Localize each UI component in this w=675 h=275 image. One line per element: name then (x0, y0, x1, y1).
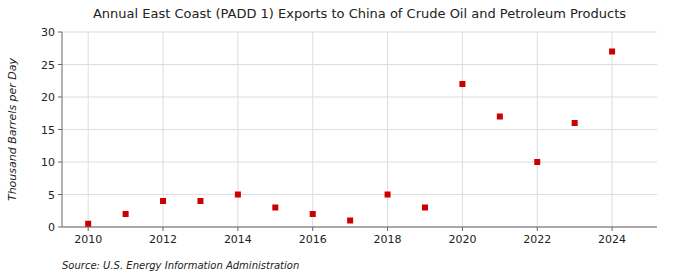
y-tick-label: 5 (48, 189, 55, 202)
y-tick (58, 32, 62, 33)
scatter-point (534, 159, 540, 165)
y-tick-label: 20 (41, 91, 55, 104)
x-grid-line (462, 32, 463, 227)
scatter-point (497, 114, 503, 120)
x-tick-label: 2014 (224, 233, 252, 246)
points (85, 49, 615, 227)
scatter-point (572, 120, 578, 126)
source-note: Source: U.S. Energy Information Administ… (62, 260, 299, 271)
x-grid-line (537, 32, 538, 227)
chart-title: Annual East Coast (PADD 1) Exports to Ch… (93, 6, 626, 21)
scatter-point (310, 211, 316, 217)
y-tick-label: 30 (41, 26, 55, 39)
y-tick-label: 10 (41, 156, 55, 169)
x-grid-line (88, 32, 89, 227)
y-grid-line (62, 64, 657, 65)
scatter-point (385, 192, 391, 198)
x-tick-label: 2016 (299, 233, 327, 246)
chart-container: Annual East Coast (PADD 1) Exports to Ch… (0, 0, 675, 275)
y-tick (58, 194, 62, 195)
scatter-point (422, 205, 428, 211)
scatter-point (459, 81, 465, 87)
y-grid-line (62, 32, 657, 33)
y-grid-line (62, 227, 657, 228)
y-tick (58, 64, 62, 65)
y-tick (58, 129, 62, 130)
scatter-point (272, 205, 278, 211)
x-grid-line (237, 32, 238, 227)
y-tick-label: 0 (48, 221, 55, 234)
grid (62, 32, 657, 227)
y-grid-line (62, 129, 657, 130)
x-tick (88, 227, 89, 231)
y-axis-label: Thousand Barrels per Day (6, 57, 19, 201)
x-tick-label: 2010 (74, 233, 102, 246)
y-axis-line (62, 32, 63, 227)
scatter-point (85, 221, 91, 227)
y-grid-line (62, 97, 657, 98)
x-tick-label: 2020 (448, 233, 476, 246)
chart-svg: Annual East Coast (PADD 1) Exports to Ch… (0, 0, 675, 275)
scatter-point (609, 49, 615, 55)
x-grid-line (163, 32, 164, 227)
x-tick (237, 227, 238, 231)
x-tick-label: 2018 (374, 233, 402, 246)
x-tick-label: 2012 (149, 233, 177, 246)
x-tick (312, 227, 313, 231)
y-tick-label: 15 (41, 124, 55, 137)
x-tick-label: 2022 (523, 233, 551, 246)
x-grid-line (312, 32, 313, 227)
y-tick-label: 25 (41, 59, 55, 72)
x-tick (462, 227, 463, 231)
scatter-point (160, 198, 166, 204)
y-grid-line (62, 162, 657, 163)
x-tick (612, 227, 613, 231)
scatter-point (123, 211, 129, 217)
x-tick (537, 227, 538, 231)
scatter-point (197, 198, 203, 204)
scatter-point (347, 218, 353, 224)
y-tick (58, 97, 62, 98)
x-tick (387, 227, 388, 231)
x-tick (163, 227, 164, 231)
y-tick (58, 227, 62, 228)
scatter-point (235, 192, 241, 198)
x-grid-line (387, 32, 388, 227)
axes: 0 5 10 15 20 25 30 2010 2012 2014 2016 2018 2020 2022… (41, 26, 657, 246)
x-tick-label: 2024 (598, 233, 626, 246)
x-axis-line (62, 227, 657, 228)
y-tick (58, 162, 62, 163)
y-grid-line (62, 194, 657, 195)
x-grid-line (612, 32, 613, 227)
